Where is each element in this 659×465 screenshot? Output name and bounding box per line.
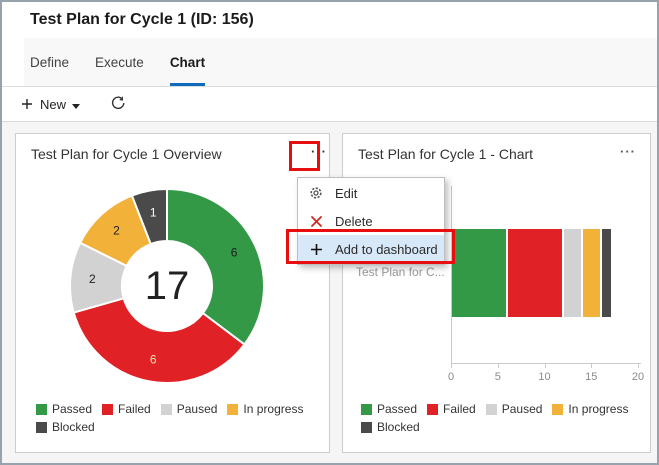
legend-label: Failed — [443, 402, 476, 416]
overview-legend: Passed Failed Paused In progress Blocked — [36, 402, 303, 438]
x-axis-tick-label: 5 — [494, 371, 501, 383]
bar-category-label: Test Plan for C... — [356, 265, 445, 279]
tab-list: Define Execute Chart — [30, 38, 206, 86]
legend-swatch — [36, 403, 47, 415]
x-axis-tick-label: 10 — [538, 371, 551, 383]
x-axis-tick-label: 15 — [585, 371, 598, 383]
bar-segment-in-progress — [582, 229, 600, 317]
new-chart-button[interactable]: New — [20, 87, 81, 121]
legend-label: In progress — [243, 402, 304, 416]
donut-segment-value-label: 1 — [150, 205, 157, 219]
bar-segment-passed — [452, 229, 507, 317]
plus-icon — [20, 97, 34, 111]
legend-item-in-progress: In progress — [227, 402, 303, 416]
legend-item-paused: Paused — [485, 402, 543, 416]
menu-item-add-to-dashboard-label: Add to dashboard — [335, 241, 438, 257]
menu-item-edit[interactable]: Edit — [298, 179, 444, 207]
legend-item-in-progress: In progress — [552, 402, 628, 416]
legend-item-blocked: Blocked — [361, 420, 420, 434]
chart-card-overview-title: Test Plan for Cycle 1 Overview — [31, 146, 222, 162]
legend-label: Passed — [377, 402, 418, 416]
plus-icon — [309, 242, 323, 256]
tab-bar: Define Execute Chart — [2, 38, 657, 87]
legend-row: Blocked — [36, 420, 303, 434]
tab-define[interactable]: Define — [30, 54, 70, 70]
more-options-button-overview-card[interactable]: ··· — [311, 144, 327, 159]
chart-card-bar: Test Plan for Cycle 1 - Chart ··· Test P… — [342, 133, 651, 453]
legend-item-failed: Failed — [102, 402, 151, 416]
x-axis-tick — [591, 363, 593, 368]
x-axis-tick-label: 0 — [447, 371, 455, 383]
x-axis-tick-label: 20 — [631, 371, 645, 383]
tab-bar-background — [24, 38, 657, 86]
refresh-button[interactable] — [110, 87, 126, 121]
legend-swatch — [427, 403, 439, 415]
legend-label: Passed — [52, 402, 93, 416]
bar-segment-paused — [564, 229, 581, 317]
menu-item-add-to-dashboard[interactable]: Add to dashboard — [298, 235, 444, 263]
legend-swatch — [36, 421, 47, 433]
donut-chart: 6 6 2 2 1 — [69, 187, 265, 384]
bar-segment-failed — [508, 229, 563, 317]
donut-segment-value-label: 2 — [113, 224, 120, 238]
more-options-button-bar-card[interactable]: ··· — [620, 144, 636, 159]
legend-swatch — [160, 403, 172, 415]
legend-row: Passed Failed Paused In progress — [36, 402, 303, 416]
bar-y-axis-line — [451, 186, 452, 364]
legend-label: Blocked — [52, 420, 95, 434]
legend-swatch — [102, 403, 114, 415]
legend-swatch — [361, 421, 372, 433]
legend-label: Paused — [501, 402, 543, 416]
legend-swatch — [552, 403, 564, 415]
gear-icon — [309, 186, 323, 200]
legend-swatch — [227, 403, 239, 415]
legend-item-passed: Passed — [361, 402, 417, 416]
legend-swatch — [361, 403, 372, 415]
donut-segment-blocked — [130, 187, 168, 246]
donut-segment-value-label: 6 — [150, 353, 157, 367]
bar-segment-blocked — [601, 229, 611, 317]
donut-segment-passed — [166, 187, 265, 346]
bar-x-axis-line — [451, 363, 641, 364]
legend-item-paused: Paused — [160, 402, 218, 416]
donut-segment-failed — [72, 297, 246, 384]
donut-segment-value-label: 6 — [231, 246, 238, 260]
refresh-icon — [110, 95, 126, 114]
menu-item-delete-label: Delete — [335, 213, 373, 229]
tab-chart[interactable]: Chart — [169, 38, 206, 86]
x-axis-tick — [544, 363, 546, 368]
legend-label: In progress — [568, 402, 629, 416]
legend-label: Failed — [118, 402, 151, 416]
chart-card-bar-title: Test Plan for Cycle 1 - Chart — [358, 146, 534, 162]
x-axis-tick — [497, 363, 499, 368]
tab-execute[interactable]: Execute — [95, 54, 144, 70]
legend-item-blocked: Blocked — [36, 420, 95, 434]
legend-row: Passed Failed Paused In progress — [361, 402, 628, 416]
legend-label: Paused — [176, 402, 218, 416]
legend-item-failed: Failed — [427, 402, 476, 416]
x-axis-tick — [638, 363, 639, 368]
x-axis-tick — [451, 363, 452, 368]
chart-context-menu: Edit Delete Add to dashboard — [297, 177, 445, 265]
legend-row: Blocked — [361, 420, 628, 434]
legend-item-passed: Passed — [36, 402, 92, 416]
delete-x-icon — [309, 214, 323, 228]
page-title: Test Plan for Cycle 1 (ID: 156) — [30, 11, 254, 28]
menu-item-delete[interactable]: Delete — [298, 207, 444, 235]
bar-legend: Passed Failed Paused In progress Blocked — [361, 402, 628, 438]
menu-item-edit-label: Edit — [335, 185, 358, 201]
donut-segment-value-label: 2 — [89, 272, 96, 286]
command-bar: New — [2, 87, 657, 122]
chevron-down-icon — [72, 97, 81, 112]
legend-label: Blocked — [377, 420, 420, 434]
title-bar: Test Plan for Cycle 1 (ID: 156) — [2, 2, 657, 38]
stacked-bar — [452, 229, 639, 317]
donut-total-label: 17 — [144, 264, 190, 308]
legend-swatch — [485, 403, 497, 415]
new-button-label: New — [40, 96, 67, 112]
